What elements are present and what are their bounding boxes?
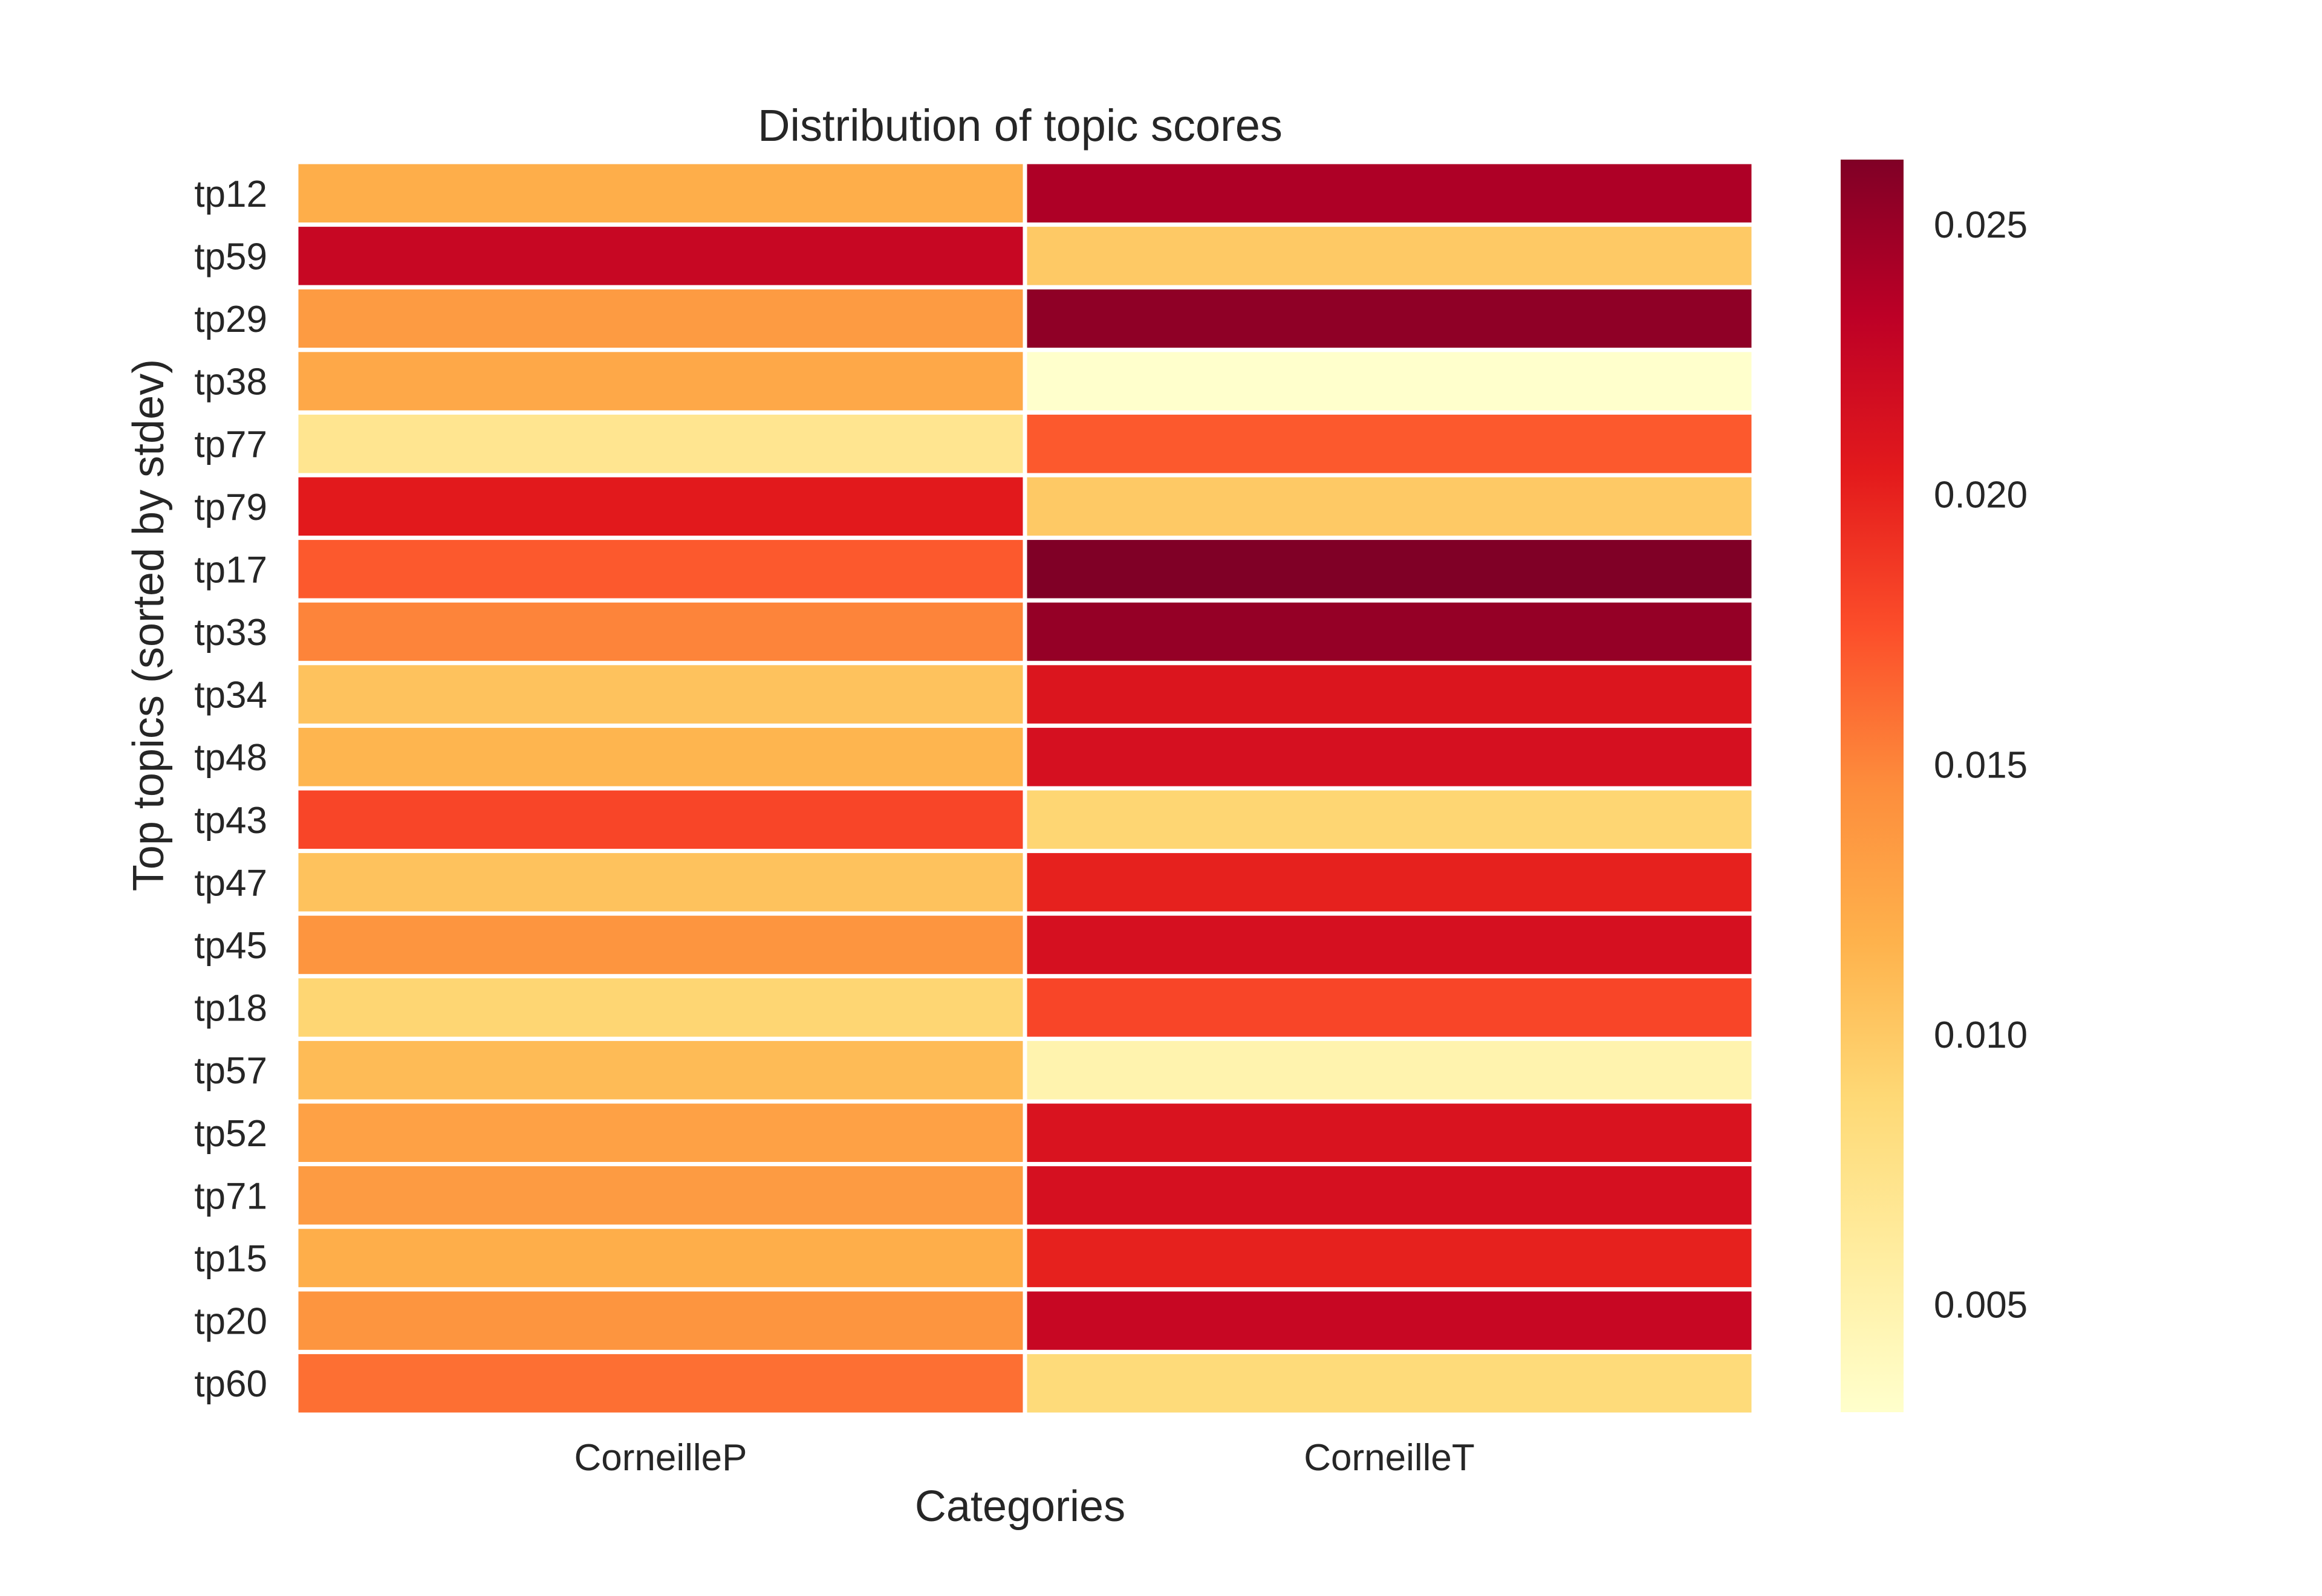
- row-label-tp77: tp77: [194, 424, 267, 465]
- heatmap-cell-tp18-CorneilleP: [294, 974, 1027, 1041]
- colorbar-tick-label: 0.015: [1934, 744, 2028, 786]
- heatmap-cell-tp59-CorneilleP: [294, 222, 1027, 290]
- row-label-tp12: tp12: [194, 174, 267, 215]
- heatmap-cell-tp33-CorneilleT: [1023, 598, 1756, 666]
- row-label-tp60: tp60: [194, 1363, 267, 1405]
- column-label-CorneilleP: CorneilleP: [574, 1437, 747, 1479]
- chart-title: Distribution of topic scores: [758, 100, 1283, 151]
- y-axis-label: Top topics (sorted by stdev): [125, 359, 173, 891]
- colorbar-tick-label: 0.010: [1934, 1014, 2028, 1056]
- heatmap-cell-tp77-CorneilleP: [294, 410, 1027, 478]
- row-label-tp43: tp43: [194, 800, 267, 842]
- heatmap-cell-tp47-CorneilleP: [294, 849, 1027, 916]
- colorbar-tick-label: 0.005: [1934, 1284, 2028, 1326]
- colorbar-tick-label: 0.025: [1934, 204, 2028, 246]
- heatmap-cell-tp60-CorneilleP: [294, 1349, 1027, 1417]
- heatmap-cell-tp57-CorneilleP: [294, 1036, 1027, 1104]
- heatmap-cell-tp48-CorneilleP: [294, 723, 1027, 791]
- heatmap-cell-tp59-CorneilleT: [1023, 222, 1756, 290]
- heatmap-cell-tp52-CorneilleT: [1023, 1099, 1756, 1167]
- heatmap-cell-tp71-CorneilleT: [1023, 1162, 1756, 1229]
- row-label-tp18: tp18: [194, 988, 267, 1030]
- heatmap-cell-tp33-CorneilleP: [294, 598, 1027, 666]
- heatmap-cells: [294, 160, 1756, 1417]
- heatmap-cell-tp52-CorneilleP: [294, 1099, 1027, 1167]
- row-label-tp57: tp57: [194, 1050, 267, 1092]
- heatmap-cell-tp48-CorneilleT: [1023, 723, 1756, 791]
- colorbar: [1841, 160, 1904, 1412]
- heatmap-cell-tp18-CorneilleT: [1023, 974, 1756, 1041]
- heatmap-cell-tp38-CorneilleP: [294, 348, 1027, 415]
- row-label-tp47: tp47: [194, 862, 267, 904]
- heatmap-cell-tp45-CorneilleP: [294, 911, 1027, 979]
- row-label-tp33: tp33: [194, 612, 267, 654]
- row-label-tp15: tp15: [194, 1238, 267, 1280]
- heatmap-cell-tp29-CorneilleP: [294, 285, 1027, 352]
- colorbar-tick-label: 0.020: [1934, 475, 2028, 516]
- row-label-tp52: tp52: [194, 1113, 267, 1155]
- heatmap-cell-tp12-CorneilleT: [1023, 160, 1756, 227]
- colorbar-ticks: 0.005 0.010 0.015 0.020 0.025: [1934, 204, 2028, 1326]
- heatmap-cell-tp17-CorneilleP: [294, 536, 1027, 603]
- heatmap-cell-tp15-CorneilleT: [1023, 1224, 1756, 1292]
- heatmap-cell-tp20-CorneilleT: [1023, 1287, 1756, 1354]
- heatmap-cell-tp57-CorneilleT: [1023, 1036, 1756, 1104]
- heatmap-cell-tp79-CorneilleT: [1023, 473, 1756, 540]
- heatmap-cell-tp47-CorneilleT: [1023, 849, 1756, 916]
- row-label-tp71: tp71: [194, 1175, 267, 1217]
- heatmap-cell-tp20-CorneilleP: [294, 1287, 1027, 1354]
- row-label-tp38: tp38: [194, 362, 267, 403]
- heatmap-cell-tp71-CorneilleP: [294, 1162, 1027, 1229]
- x-axis-label: Categories: [915, 1482, 1125, 1531]
- row-label-tp59: tp59: [194, 236, 267, 277]
- heatmap-cell-tp77-CorneilleT: [1023, 410, 1756, 478]
- row-label-tp34: tp34: [194, 675, 267, 716]
- row-label-tp17: tp17: [194, 549, 267, 591]
- heatmap-cell-tp79-CorneilleP: [294, 473, 1027, 540]
- heatmap-cell-tp12-CorneilleP: [294, 160, 1027, 227]
- heatmap-cell-tp60-CorneilleT: [1023, 1349, 1756, 1417]
- heatmap-cell-tp38-CorneilleT: [1023, 348, 1756, 415]
- column-label-CorneilleT: CorneilleT: [1304, 1437, 1475, 1479]
- row-label-tp48: tp48: [194, 737, 267, 779]
- heatmap-cell-tp17-CorneilleT: [1023, 536, 1756, 603]
- heatmap-cell-tp29-CorneilleT: [1023, 285, 1756, 352]
- heatmap-cell-tp34-CorneilleT: [1023, 661, 1756, 728]
- heatmap-cell-tp15-CorneilleP: [294, 1224, 1027, 1292]
- heatmap-cell-tp43-CorneilleP: [294, 786, 1027, 854]
- row-label-tp29: tp29: [194, 299, 267, 340]
- row-labels: tp12 tp59 tp29 tp38 tp77 tp79 tp17 tp33 tp34 tp48…: [194, 174, 267, 1405]
- column-labels: CorneilleP CorneilleT: [574, 1437, 1474, 1479]
- heatmap-cell-tp43-CorneilleT: [1023, 786, 1756, 854]
- row-label-tp79: tp79: [194, 487, 267, 528]
- row-label-tp45: tp45: [194, 925, 267, 967]
- heatmap-cell-tp34-CorneilleP: [294, 661, 1027, 728]
- row-label-tp20: tp20: [194, 1301, 267, 1343]
- heatmap-cell-tp45-CorneilleT: [1023, 911, 1756, 979]
